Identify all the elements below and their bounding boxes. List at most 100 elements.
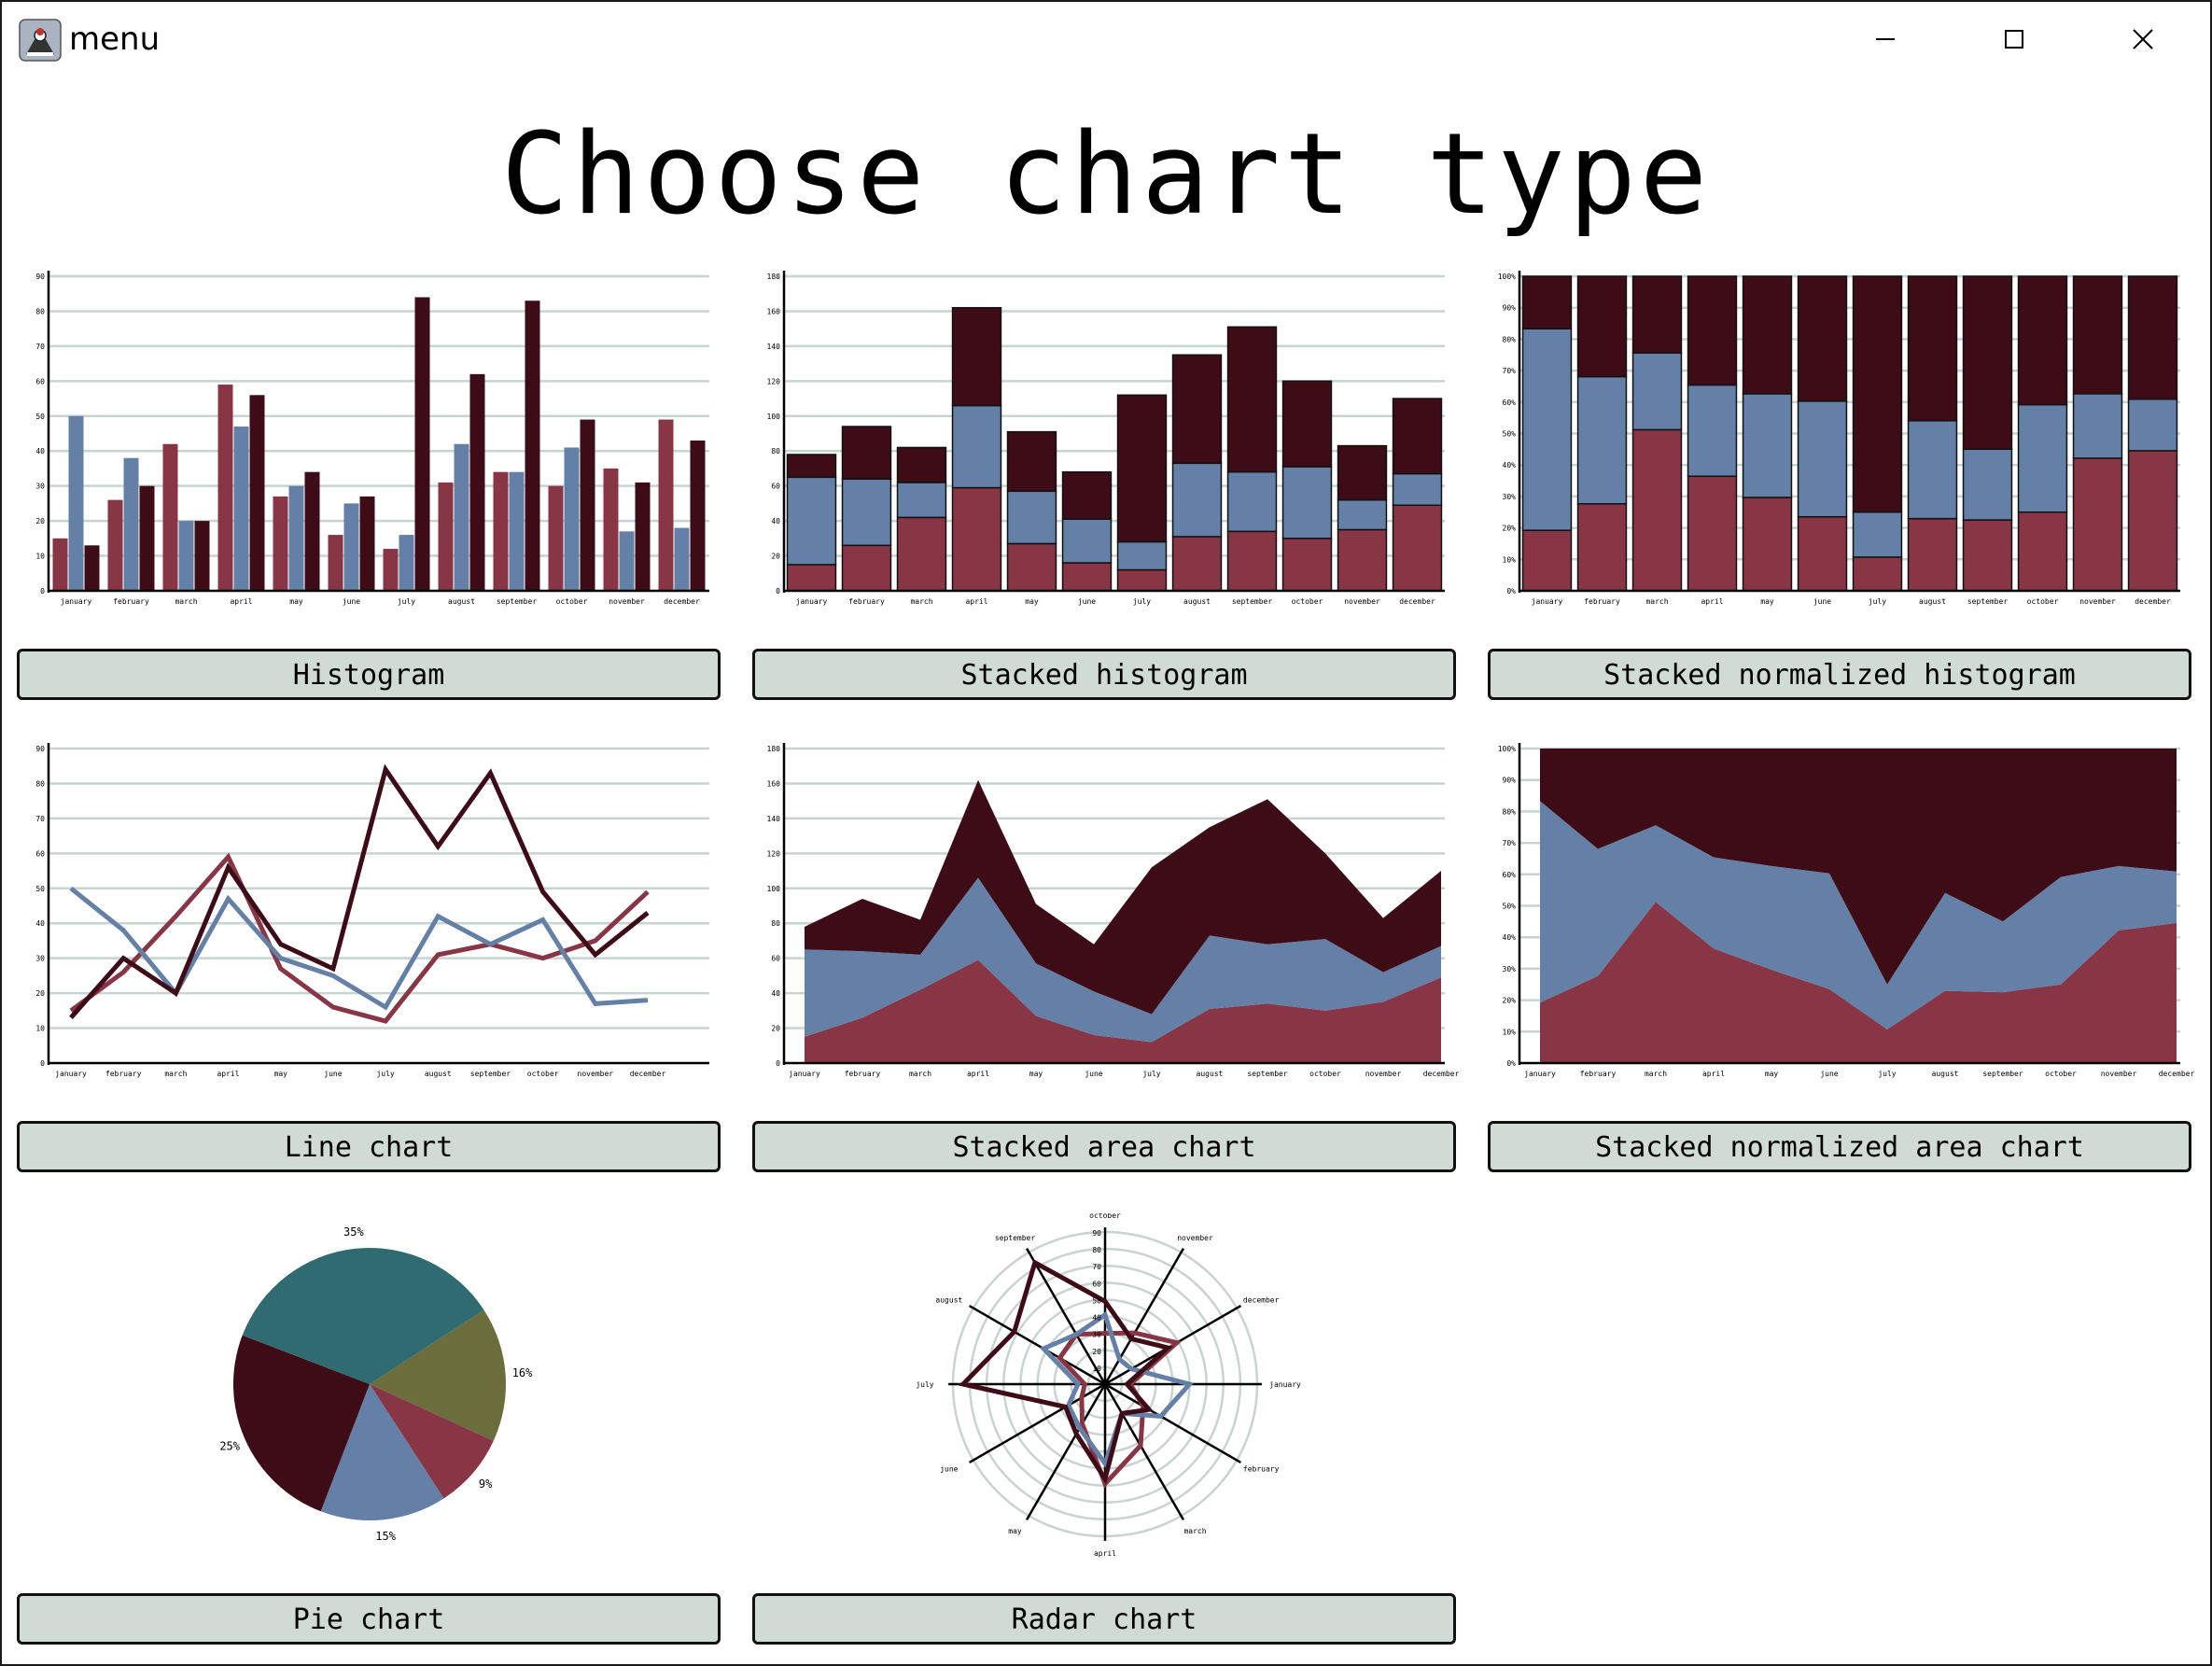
bar	[217, 385, 233, 591]
y-tick-label: 30	[35, 955, 45, 963]
series-line	[69, 886, 649, 1011]
bar	[1006, 430, 1057, 493]
y-tick-label: 40	[771, 517, 780, 525]
bar	[1116, 394, 1168, 543]
bar	[1171, 536, 1223, 592]
stacked-area-chart-preview[interactable]: 0 20 40 60 80 100 120 140 160 180 january february m…	[754, 734, 1462, 1088]
bar	[328, 535, 343, 591]
radar-chart-button[interactable]: Radar chart	[752, 1593, 1456, 1645]
stacked-histogram-button[interactable]: Stacked histogram	[752, 649, 1456, 700]
stacked-normalized-histogram-button[interactable]: Stacked normalized histogram	[1488, 649, 2191, 700]
y-tick-label: 20	[35, 989, 45, 998]
bar	[1281, 466, 1333, 539]
stacked-area-chart-button[interactable]: Stacked area chart	[752, 1121, 1456, 1172]
y-tick-label: 90%	[1503, 777, 1517, 785]
y-tick-label: 60%	[1503, 871, 1517, 879]
bar	[951, 306, 1002, 407]
radial-tick-label: 80	[1092, 1246, 1101, 1254]
area-layer	[805, 877, 1441, 1043]
y-tick-label: 40%	[1503, 461, 1517, 469]
y-tick-label: 160	[767, 307, 781, 315]
line-chart-preview[interactable]: 0 10 20 30 40 50 60 70 80 90 january february march a…	[19, 734, 726, 1088]
bar	[1631, 428, 1683, 592]
bar	[1687, 275, 1738, 386]
bar	[1907, 517, 1958, 592]
x-tick-label: november	[578, 1070, 614, 1078]
radar-axis-label: january	[1269, 1380, 1301, 1389]
minimize-icon[interactable]	[1848, 13, 1923, 65]
y-tick-label: 90	[35, 273, 45, 281]
stacked-histogram-preview[interactable]: 0 20 40 60 80 100 120 140 160 180 january february m…	[754, 261, 1462, 616]
close-icon[interactable]	[2106, 13, 2180, 65]
bar	[2072, 275, 2123, 395]
x-tick-label: december	[1399, 597, 1435, 606]
x-tick-label: july	[398, 597, 415, 606]
x-tick-label: january	[789, 1070, 820, 1078]
x-tick-label: april	[1701, 597, 1723, 606]
bar	[635, 482, 651, 591]
y-tick-label: 80	[771, 447, 780, 455]
title-bar[interactable]: menu	[0, 0, 2212, 78]
y-tick-label: 20	[35, 517, 45, 525]
x-tick-label: october	[2027, 597, 2059, 606]
radar-series	[1057, 1330, 1183, 1489]
bar	[1962, 519, 2013, 592]
radar-chart-preview[interactable]: 10 20 30 40 50 60 70 80 90 january february march ap…	[754, 1213, 1462, 1559]
x-tick-label: may	[1765, 1070, 1779, 1078]
stacked-normalized-area-chart-button[interactable]: Stacked normalized area chart	[1488, 1121, 2191, 1172]
series-line	[69, 763, 650, 1019]
y-tick-label: 80	[35, 779, 45, 788]
x-tick-label: january	[61, 597, 92, 606]
bar	[2127, 450, 2178, 592]
bar	[1226, 326, 1278, 473]
stacked-normalized-area-chart-preview[interactable]: 0% 10% 20% 30% 40% 50% 60% 70% 80% 90% 100% january…	[1490, 734, 2197, 1088]
x-tick-label: october	[527, 1070, 559, 1078]
y-tick-label: 100	[767, 885, 781, 893]
bar	[1337, 444, 1388, 501]
x-tick-label: september	[1982, 1070, 2023, 1078]
x-tick-label: march	[175, 597, 197, 606]
x-tick-label: august	[425, 1070, 452, 1078]
bar	[786, 564, 837, 592]
bar	[1061, 470, 1113, 520]
y-tick-label: 100%	[1498, 745, 1516, 753]
x-tick-label: july	[1133, 597, 1151, 606]
x-tick-label: april	[217, 1070, 239, 1078]
y-tick-label: 0	[776, 587, 780, 595]
radar-axis-label: december	[1243, 1296, 1280, 1305]
x-tick-label: september	[1232, 597, 1273, 606]
radar-axis-label: march	[1183, 1527, 1206, 1535]
y-tick-label: 90%	[1503, 304, 1517, 313]
bar	[1226, 470, 1278, 533]
bar	[1576, 275, 1628, 378]
x-tick-label: april	[967, 1070, 989, 1078]
x-tick-label: october	[1309, 1070, 1341, 1078]
histogram-button[interactable]: Histogram	[17, 649, 721, 700]
radar-axis	[968, 1304, 1106, 1386]
x-tick-label: december	[664, 597, 700, 606]
bar	[383, 549, 399, 591]
bar	[493, 471, 509, 591]
pie-chart-preview[interactable]: 16% 9% 15% 25% 35%	[19, 1213, 726, 1549]
series-line	[69, 852, 650, 1024]
bar	[1962, 448, 2013, 521]
histogram-preview[interactable]: 0 10 20 30 40 50 60 70 80 90 january february march a…	[19, 261, 726, 616]
y-tick-label: 80	[771, 919, 780, 928]
bar	[1171, 354, 1223, 465]
bar	[896, 516, 947, 592]
maximize-icon[interactable]	[1977, 13, 2051, 65]
pie-slice-label: 15%	[375, 1530, 396, 1543]
pie-chart-button[interactable]: Pie chart	[17, 1593, 721, 1645]
bar	[1006, 490, 1057, 545]
x-tick-label: september	[497, 597, 538, 606]
bar	[68, 415, 84, 591]
y-tick-label: 90	[35, 745, 45, 753]
line-chart-button[interactable]: Line chart	[17, 1121, 721, 1172]
stacked-normalized-histogram-preview[interactable]: 0% 10% 20% 30% 40% 50% 60% 70% 80% 90% 100% january…	[1490, 261, 2197, 616]
y-tick-label: 140	[767, 815, 781, 823]
x-tick-label: july	[376, 1070, 394, 1078]
bar	[1281, 380, 1333, 468]
bar	[1631, 352, 1683, 431]
bar	[288, 485, 304, 591]
bar	[951, 404, 1002, 489]
